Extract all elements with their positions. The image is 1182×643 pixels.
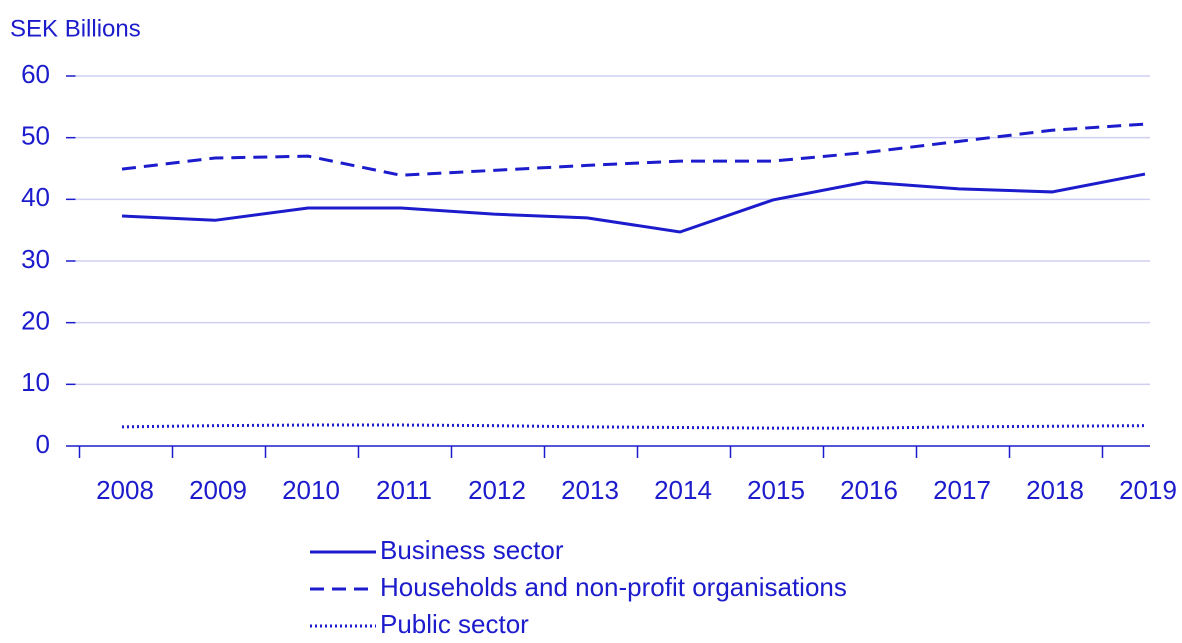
x-tick-label: 2017 [933,475,991,505]
x-tick-label: 2008 [96,475,154,505]
y-axis-label: SEK Billions [10,15,141,42]
legend-label: Households and non-profit organisations [380,572,847,602]
series-line [121,122,1146,177]
x-tick-label: 2014 [654,475,712,505]
x-tick-label: 2010 [282,475,340,505]
x-tick-label: 2012 [468,475,526,505]
y-tick-label: 60 [21,59,50,89]
legend-label: Business sector [380,535,564,565]
x-tick-label: 2018 [1026,475,1084,505]
y-tick-label: 20 [21,306,50,336]
x-tick-label: 2019 [1119,475,1177,505]
y-tick-label: 0 [36,429,50,459]
series-line [121,172,1146,234]
y-tick-label: 10 [21,367,50,397]
x-tick-label: 2016 [840,475,898,505]
x-tick-label: 2015 [747,475,805,505]
y-tick-label: 40 [21,182,50,212]
x-tick-label: 2011 [376,475,432,505]
legend-label: Public sector [380,609,529,639]
y-tick-label: 50 [21,121,50,151]
x-tick-label: 2009 [189,475,247,505]
series-line [121,423,1146,430]
y-tick-label: 30 [21,244,50,274]
x-tick-label: 2013 [561,475,619,505]
